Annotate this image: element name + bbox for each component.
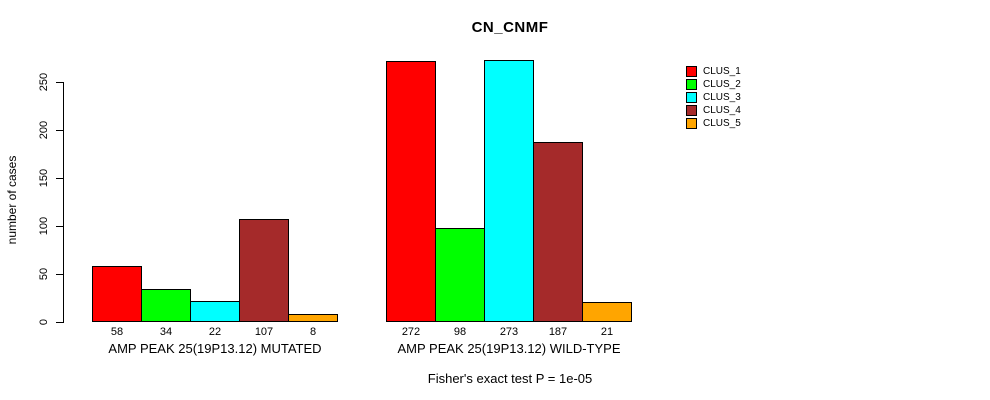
y-axis-label: number of cases xyxy=(5,155,19,245)
legend-item: CLUS_4 xyxy=(686,104,741,117)
legend: CLUS_1 CLUS_2 CLUS_3 CLUS_4 CLUS_5 xyxy=(686,65,741,130)
bar xyxy=(239,219,289,322)
bar-value-label: 21 xyxy=(600,326,614,338)
legend-swatch xyxy=(686,118,697,129)
bar xyxy=(386,61,436,322)
legend-swatch xyxy=(686,105,697,116)
legend-swatch xyxy=(686,79,697,90)
legend-swatch xyxy=(686,66,697,77)
legend-label: CLUS_3 xyxy=(703,92,741,103)
y-axis-tick-label: 250 xyxy=(38,72,50,92)
bar-value-label: 22 xyxy=(208,326,222,338)
y-axis-tick-label: 150 xyxy=(38,168,50,188)
legend-label: CLUS_1 xyxy=(703,66,741,77)
y-axis-tick xyxy=(56,322,63,323)
legend-item: CLUS_3 xyxy=(686,91,741,104)
y-axis-tick xyxy=(56,274,63,275)
bar-value-label: 272 xyxy=(401,326,421,338)
y-axis-tick xyxy=(56,226,63,227)
chart-title: CN_CNMF xyxy=(471,19,549,36)
y-axis-tick xyxy=(56,130,63,131)
bar xyxy=(533,142,583,322)
legend-item: CLUS_2 xyxy=(686,78,741,91)
bar-value-label: 8 xyxy=(309,326,317,338)
legend-label: CLUS_4 xyxy=(703,105,741,116)
y-axis-line xyxy=(63,82,64,323)
bar xyxy=(582,302,632,322)
y-axis-tick-label: 50 xyxy=(38,267,50,281)
bar-value-label: 34 xyxy=(159,326,173,338)
subtitle-fisher-test: Fisher's exact test P = 1e-05 xyxy=(427,371,593,386)
bar-value-label: 58 xyxy=(110,326,124,338)
legend-label: CLUS_2 xyxy=(703,79,741,90)
bar xyxy=(190,301,240,322)
bar-value-label: 107 xyxy=(254,326,274,338)
legend-label: CLUS_5 xyxy=(703,118,741,129)
legend-item: CLUS_1 xyxy=(686,65,741,78)
y-axis-tick-label: 100 xyxy=(38,216,50,236)
bar xyxy=(92,266,142,322)
y-axis-tick-label: 0 xyxy=(38,318,50,326)
bar-value-label: 98 xyxy=(453,326,467,338)
y-axis-tick xyxy=(56,82,63,83)
bar-value-label: 273 xyxy=(499,326,519,338)
y-axis-tick-label: 200 xyxy=(38,120,50,140)
group-label: AMP PEAK 25(19P13.12) WILD-TYPE xyxy=(397,341,621,356)
bar xyxy=(484,60,534,322)
y-axis-tick xyxy=(56,178,63,179)
bar xyxy=(141,289,191,322)
group-label: AMP PEAK 25(19P13.12) MUTATED xyxy=(108,341,322,356)
bar-value-label: 187 xyxy=(548,326,568,338)
legend-item: CLUS_5 xyxy=(686,117,741,130)
legend-swatch xyxy=(686,92,697,103)
bar xyxy=(288,314,338,322)
bar xyxy=(435,228,485,322)
